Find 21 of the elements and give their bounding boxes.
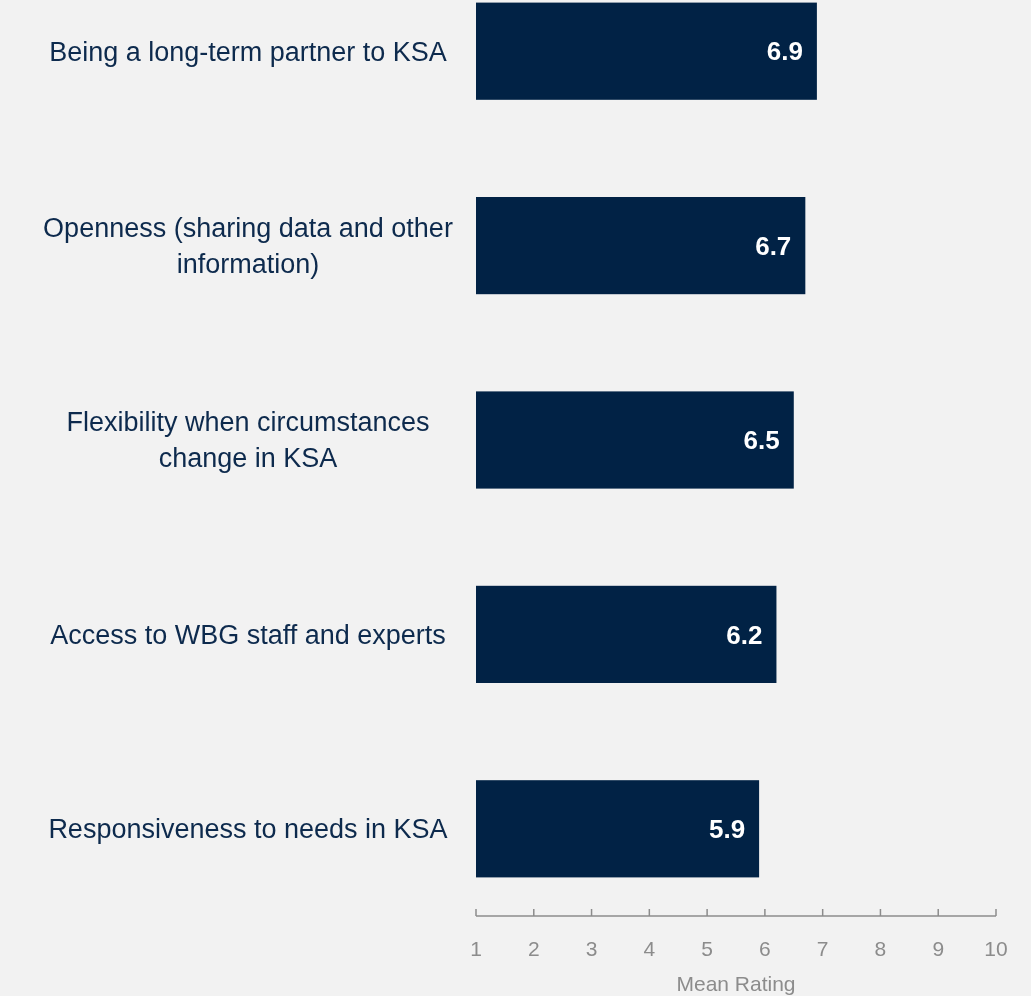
x-tick-label: 5 [701, 937, 713, 960]
x-tick-label: 8 [874, 937, 887, 960]
x-tick-label: 9 [932, 937, 945, 960]
y-tick-label: Responsiveness to needs in KSA [48, 814, 448, 845]
data-label: 6.9 [766, 36, 803, 67]
x-tick-label: 1 [470, 937, 482, 960]
data-label: 6.7 [755, 230, 792, 261]
data-label: 6.5 [743, 425, 780, 456]
x-tick-label: 10 [984, 937, 1008, 960]
y-tick-label: Access to WBG staff and experts [50, 619, 446, 650]
data-label: 6.2 [726, 619, 763, 650]
data-label: 5.9 [708, 813, 746, 844]
y-tick-label: Being a long-term partner to KSA [49, 36, 447, 67]
x-tick-label: 4 [643, 937, 656, 960]
x-tick-label: 7 [816, 937, 829, 960]
y-tick-label: Openness (sharing data and other information) [43, 213, 453, 280]
x-tick-label: 6 [759, 937, 771, 960]
x-tick-label: 2 [527, 937, 540, 960]
x-tick-label: 3 [585, 937, 598, 960]
x-axis-title: Mean Rating [676, 972, 796, 995]
y-tick-label: Flexibility when circumstances change in KSA [66, 407, 430, 474]
